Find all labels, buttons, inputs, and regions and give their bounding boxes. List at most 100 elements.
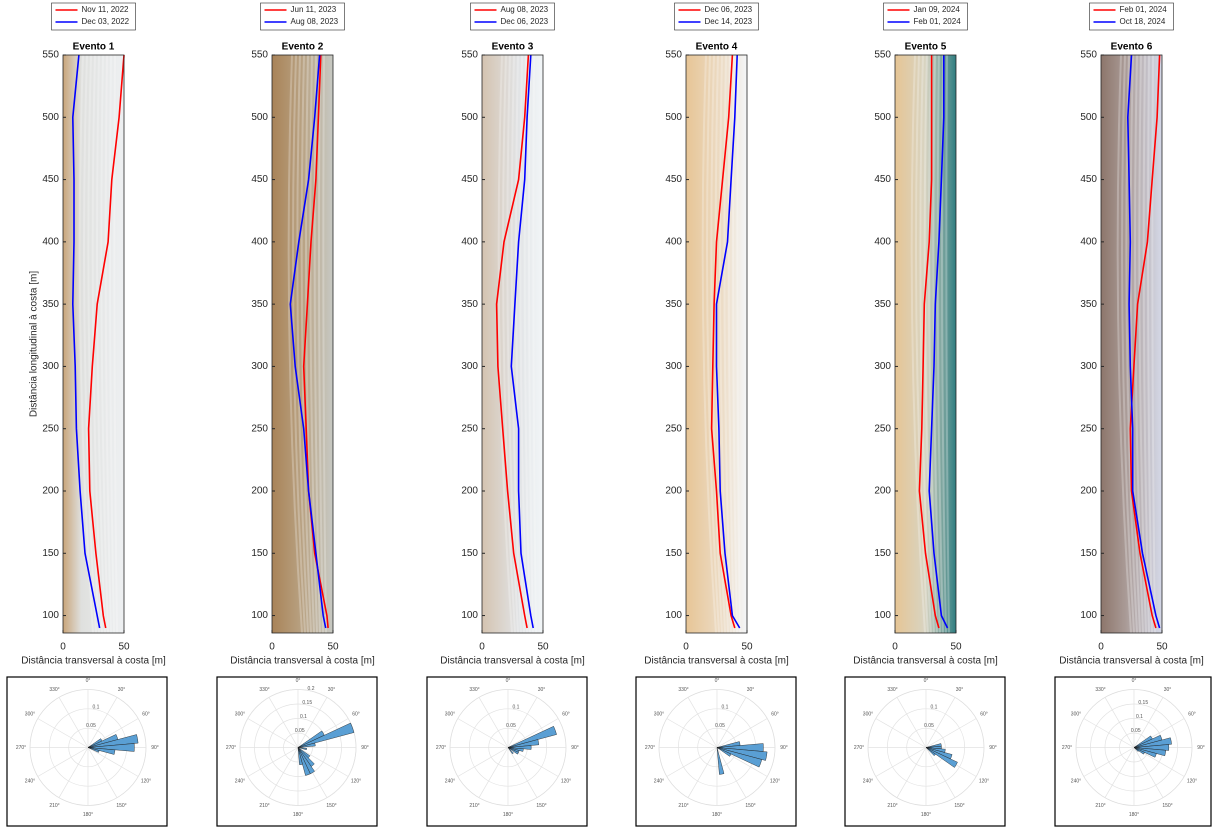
angle-tick-label: 150° xyxy=(116,803,126,809)
legend-label: Aug 08, 2023 xyxy=(291,17,339,26)
angle-tick-label: 30° xyxy=(956,687,964,693)
legend-box xyxy=(51,2,136,31)
angle-tick-label: 180° xyxy=(83,812,93,818)
x-axis-label: Distância transversal à costa [m] xyxy=(440,656,585,667)
angle-tick-label: 240° xyxy=(1071,778,1081,784)
rose-bar xyxy=(716,747,763,768)
y-tick-label: 450 xyxy=(42,174,59,185)
shoreline xyxy=(510,54,534,629)
rose-bar xyxy=(925,747,958,768)
angle-tick-label: 90° xyxy=(1197,745,1205,751)
image-texture xyxy=(322,54,327,634)
x-tick-label: 50 xyxy=(741,642,753,653)
x-tick-label: 50 xyxy=(1156,642,1168,653)
angle-grid-line xyxy=(687,697,718,748)
angle-tick-label: 30° xyxy=(747,687,755,693)
image-texture xyxy=(945,54,950,634)
legend-label: Dec 03, 2022 xyxy=(82,17,130,26)
rose-box xyxy=(635,676,797,827)
angle-grid-line xyxy=(507,718,559,748)
angle-tick-label: 270° xyxy=(645,745,655,751)
angle-tick-label: 330° xyxy=(469,687,479,693)
angle-tick-label: 120° xyxy=(770,778,780,784)
image-texture xyxy=(919,54,932,634)
radial-tick-label: 0.1 xyxy=(931,704,938,710)
legend-box xyxy=(674,2,759,31)
radial-grid-ring xyxy=(886,708,966,787)
y-tick-label: 350 xyxy=(665,299,682,310)
radial-tick-label: 0.1 xyxy=(93,704,100,710)
y-tick-label: 200 xyxy=(461,486,478,497)
angle-grid-line xyxy=(896,697,927,748)
image-texture xyxy=(113,54,118,634)
angle-tick-label: 0° xyxy=(715,678,720,684)
rose-bar xyxy=(716,747,732,757)
angle-tick-label: 0° xyxy=(86,678,91,684)
rose-box xyxy=(844,676,1006,827)
y-tick-label: 500 xyxy=(42,112,59,123)
legend-label: Dec 06, 2023 xyxy=(501,17,549,26)
y-tick-label: 550 xyxy=(1080,50,1097,61)
legend-label: Aug 08, 2023 xyxy=(501,5,549,14)
x-tick-label: 0 xyxy=(1098,642,1104,653)
rose-bar xyxy=(297,747,311,776)
angle-tick-label: 60° xyxy=(352,711,360,717)
x-tick-label: 50 xyxy=(118,642,130,653)
image-texture xyxy=(83,54,97,634)
y-tick-label: 250 xyxy=(665,423,682,434)
x-tick-label: 50 xyxy=(537,642,549,653)
y-tick-label: 250 xyxy=(42,423,59,434)
angle-tick-label: 60° xyxy=(562,711,570,717)
y-tick-label: 300 xyxy=(461,361,478,372)
angle-tick-label: 0° xyxy=(1132,678,1137,684)
image-texture xyxy=(100,54,109,634)
shoreline xyxy=(1129,54,1161,629)
angle-grid-line xyxy=(37,747,89,777)
rose-bar xyxy=(1133,737,1172,748)
image-texture xyxy=(109,54,115,634)
radial-grid-ring xyxy=(268,718,328,777)
angle-tick-label: 300° xyxy=(654,711,664,717)
y-tick-label: 150 xyxy=(42,548,59,559)
x-tick-label: 0 xyxy=(479,642,485,653)
image-texture xyxy=(727,54,735,634)
angle-grid-line xyxy=(896,747,927,798)
x-axis-label: Distância transversal à costa [m] xyxy=(1059,656,1204,667)
angle-tick-label: 180° xyxy=(1129,812,1139,818)
angle-tick-label: 300° xyxy=(235,711,245,717)
image-texture xyxy=(78,54,94,634)
legend-box xyxy=(1089,2,1174,31)
image-texture xyxy=(1138,54,1147,634)
y-tick-label: 250 xyxy=(251,423,268,434)
image-texture xyxy=(723,54,732,634)
angle-tick-label: 330° xyxy=(1095,687,1105,693)
angle-tick-label: 90° xyxy=(571,745,579,751)
image-texture xyxy=(1125,54,1138,634)
y-tick-label: 450 xyxy=(665,174,682,185)
angle-tick-label: 330° xyxy=(887,687,897,693)
radial-tick-label: 0.05 xyxy=(1131,728,1141,734)
shoreline xyxy=(71,54,101,629)
angle-tick-label: 150° xyxy=(536,803,546,809)
y-tick-label: 500 xyxy=(251,112,268,123)
y-tick-label: 450 xyxy=(461,174,478,185)
image-texture xyxy=(91,54,103,634)
y-tick-label: 150 xyxy=(1080,548,1097,559)
y-tick-label: 250 xyxy=(461,423,478,434)
radial-tick-label: 0.05 xyxy=(86,723,96,729)
angle-tick-label: 270° xyxy=(1062,745,1072,751)
radial-tick-label: 0.1 xyxy=(513,704,520,710)
angle-tick-label: 240° xyxy=(25,778,35,784)
x-tick-label: 0 xyxy=(683,642,689,653)
y-tick-label: 200 xyxy=(874,486,891,497)
angle-tick-label: 120° xyxy=(561,778,571,784)
shoreline xyxy=(87,54,125,629)
image-texture xyxy=(701,54,717,634)
angle-grid-line xyxy=(666,747,718,777)
radial-grid-ring xyxy=(1090,703,1178,792)
legend-label: Nov 11, 2022 xyxy=(82,5,130,14)
angle-tick-label: 330° xyxy=(259,687,269,693)
angle-tick-label: 330° xyxy=(678,687,688,693)
beach-image xyxy=(1101,55,1162,633)
rose-bar xyxy=(507,739,540,748)
